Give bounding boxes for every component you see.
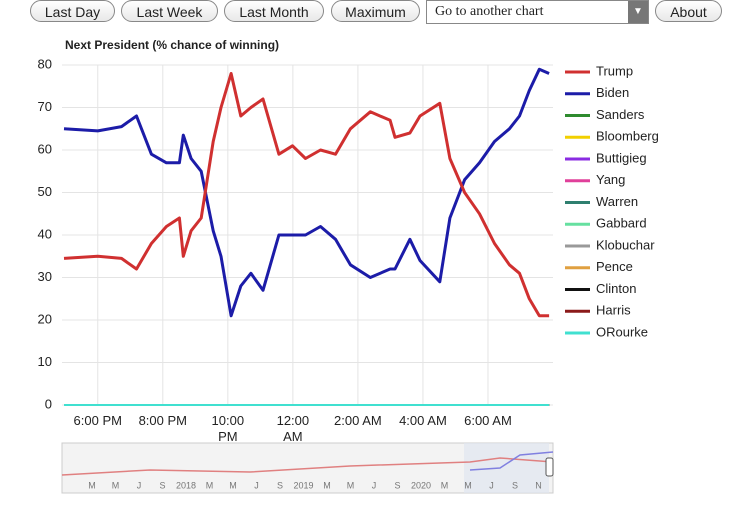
navigator-label: 2020 bbox=[411, 480, 431, 490]
select-text: Go to another chart bbox=[435, 4, 544, 19]
navigator-label: 2018 bbox=[176, 480, 196, 490]
navigator-label: J bbox=[372, 480, 377, 490]
button[interactable]: Maximum bbox=[331, 0, 420, 22]
x-tick-line: 8:00 PM bbox=[139, 413, 187, 428]
x-tick-line: AM bbox=[283, 429, 303, 444]
y-tick-label: 10 bbox=[38, 354, 52, 369]
x-tick-label: 6:00 AM bbox=[464, 413, 512, 428]
navigator-label: S bbox=[277, 480, 283, 490]
navigator-trace bbox=[469, 451, 554, 471]
navigator-label: S bbox=[159, 480, 165, 490]
y-tick-label: 0 bbox=[45, 396, 52, 411]
legend-label: Pence bbox=[596, 259, 633, 274]
y-tick-label: 50 bbox=[38, 184, 52, 199]
legend-label: Klobuchar bbox=[596, 237, 655, 252]
y-tick-label: 30 bbox=[38, 269, 52, 284]
x-tick-label: 4:00 AM bbox=[399, 413, 447, 428]
navigator-label: J bbox=[489, 480, 494, 490]
navigator-label: M bbox=[441, 480, 449, 490]
legend-label: Harris bbox=[596, 303, 631, 318]
legend-label: Clinton bbox=[596, 281, 636, 296]
button[interactable]: Last Week bbox=[121, 0, 218, 22]
series-line bbox=[63, 72, 550, 318]
legend-label: Bloomberg bbox=[596, 129, 659, 144]
legend-label: Gabbard bbox=[596, 216, 647, 231]
legend-label: Biden bbox=[596, 85, 629, 100]
navigator-label: N bbox=[535, 480, 542, 490]
x-tick-line: 4:00 AM bbox=[399, 413, 447, 428]
x-tick-label: 12:00 AM bbox=[277, 413, 310, 444]
navigator-label: M bbox=[229, 480, 237, 490]
y-tick-label: 70 bbox=[38, 99, 52, 114]
x-tick-line: 6:00 PM bbox=[74, 413, 122, 428]
series-line bbox=[63, 67, 550, 318]
legend-label: ORourke bbox=[596, 324, 648, 339]
legend-label: Yang bbox=[596, 172, 625, 187]
button[interactable]: Last Day bbox=[30, 0, 115, 22]
navigator-label: M bbox=[347, 480, 355, 490]
legend-label: Warren bbox=[596, 194, 638, 209]
chart-select[interactable]: Go to another chart ▼ bbox=[426, 0, 649, 24]
y-tick-label: 40 bbox=[38, 226, 52, 241]
x-tick-line: 2:00 AM bbox=[334, 413, 382, 428]
x-tick-label: 2:00 AM bbox=[334, 413, 382, 428]
navigator-label: J bbox=[254, 480, 259, 490]
navigator-label: M bbox=[112, 480, 120, 490]
navigator-trace bbox=[61, 457, 554, 476]
button[interactable]: About bbox=[655, 0, 722, 22]
x-tick-line: PM bbox=[218, 429, 238, 444]
navigator-label: M bbox=[206, 480, 214, 490]
x-tick-label: 10:00 PM bbox=[212, 413, 245, 444]
y-tick-label: 80 bbox=[38, 56, 52, 71]
navigator-label: S bbox=[512, 480, 518, 490]
legend-label: Sanders bbox=[596, 107, 645, 122]
navigator-label: M bbox=[88, 480, 96, 490]
legend-label: Trump bbox=[596, 63, 633, 78]
navigator-label: M bbox=[323, 480, 331, 490]
x-tick-label: 8:00 PM bbox=[139, 413, 187, 428]
navigator-label: J bbox=[137, 480, 142, 490]
y-tick-label: 60 bbox=[38, 141, 52, 156]
navigator-label: 2019 bbox=[293, 480, 313, 490]
navigator-label: S bbox=[394, 480, 400, 490]
y-tick-label: 20 bbox=[38, 311, 52, 326]
x-tick-line: 6:00 AM bbox=[464, 413, 512, 428]
x-tick-label: 6:00 PM bbox=[74, 413, 122, 428]
select-arrow: ▼ bbox=[628, 1, 648, 23]
x-tick-line: 10:00 bbox=[212, 413, 245, 428]
legend-label: Buttigieg bbox=[596, 150, 647, 165]
chart-title: Next President (% chance of winning) bbox=[65, 38, 279, 52]
navigator-window bbox=[464, 443, 549, 493]
navigator-handle[interactable] bbox=[545, 457, 554, 477]
x-tick-line: 12:00 bbox=[277, 413, 310, 428]
button[interactable]: Last Month bbox=[224, 0, 324, 22]
navigator-label: M bbox=[464, 480, 472, 490]
